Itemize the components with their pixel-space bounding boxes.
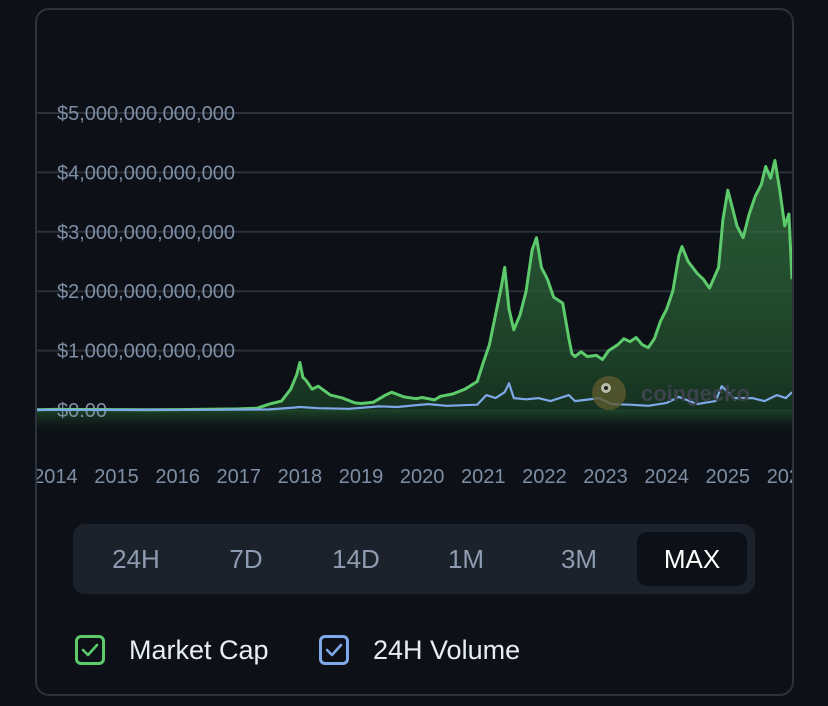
x-tick-label: 2015 [94, 466, 139, 488]
range-button-3m[interactable]: 3M [560, 543, 598, 574]
chart-card: $5,000,000,000,000 $4,000,000,000,000 $3,0… [35, 8, 794, 696]
legend-market-cap[interactable]: Market Cap [75, 630, 269, 670]
legend-label-market-cap: Market Cap [129, 634, 269, 665]
check-icon [325, 643, 343, 657]
y-tick-label: $4,000,000,000,000 [57, 162, 235, 184]
x-tick-label: 2017 [216, 466, 261, 488]
range-button-1m[interactable]: 1M [447, 543, 485, 574]
x-tick-label: 2020 [400, 466, 445, 488]
time-range-selector: 24H 7D 14D 1M 3M MAX [73, 524, 755, 594]
x-tick-label: 2014 [37, 466, 78, 488]
y-tick-label: $5,000,000,000,000 [57, 103, 235, 125]
market-cap-area [37, 160, 792, 410]
legend-label-24h-volume: 24H Volume [373, 634, 521, 665]
check-icon [81, 643, 99, 657]
market-cap-line [37, 159, 792, 412]
legend-24h-volume[interactable]: 24H Volume [319, 630, 520, 670]
x-tick-label: 2019 [339, 466, 384, 488]
x-tick-label: 2024 [644, 466, 689, 488]
range-button-7d[interactable]: 7D [229, 543, 263, 574]
x-tick-label: 2018 [278, 466, 323, 488]
x-tick-label: 2025 [706, 466, 751, 488]
x-tick-label: 2023 [583, 466, 628, 488]
market-cap-checkbox[interactable] [75, 635, 105, 665]
y-tick-label: $2,000,000,000,000 [57, 281, 235, 303]
x-tick-label: 2021 [461, 466, 506, 488]
x-tick-label: 2022 [522, 466, 567, 488]
range-button-24h[interactable]: 24H [112, 543, 160, 574]
y-tick-label: $3,000,000,000,000 [57, 222, 235, 244]
volume-line [37, 382, 792, 411]
range-button-max[interactable]: MAX [637, 532, 747, 586]
volume-checkbox[interactable] [319, 635, 349, 665]
baseline-band [37, 410, 792, 436]
x-tick-label: 2026 [767, 466, 792, 488]
coingecko-logo-icon [592, 376, 626, 410]
market-cap-chart: $5,000,000,000,000 $4,000,000,000,000 $3,0… [37, 103, 792, 488]
y-tick-label: $1,000,000,000,000 [57, 341, 235, 363]
x-tick-label: 2016 [155, 466, 200, 488]
watermark-text: coingecko [641, 381, 750, 406]
range-button-14d[interactable]: 14D [332, 543, 380, 574]
